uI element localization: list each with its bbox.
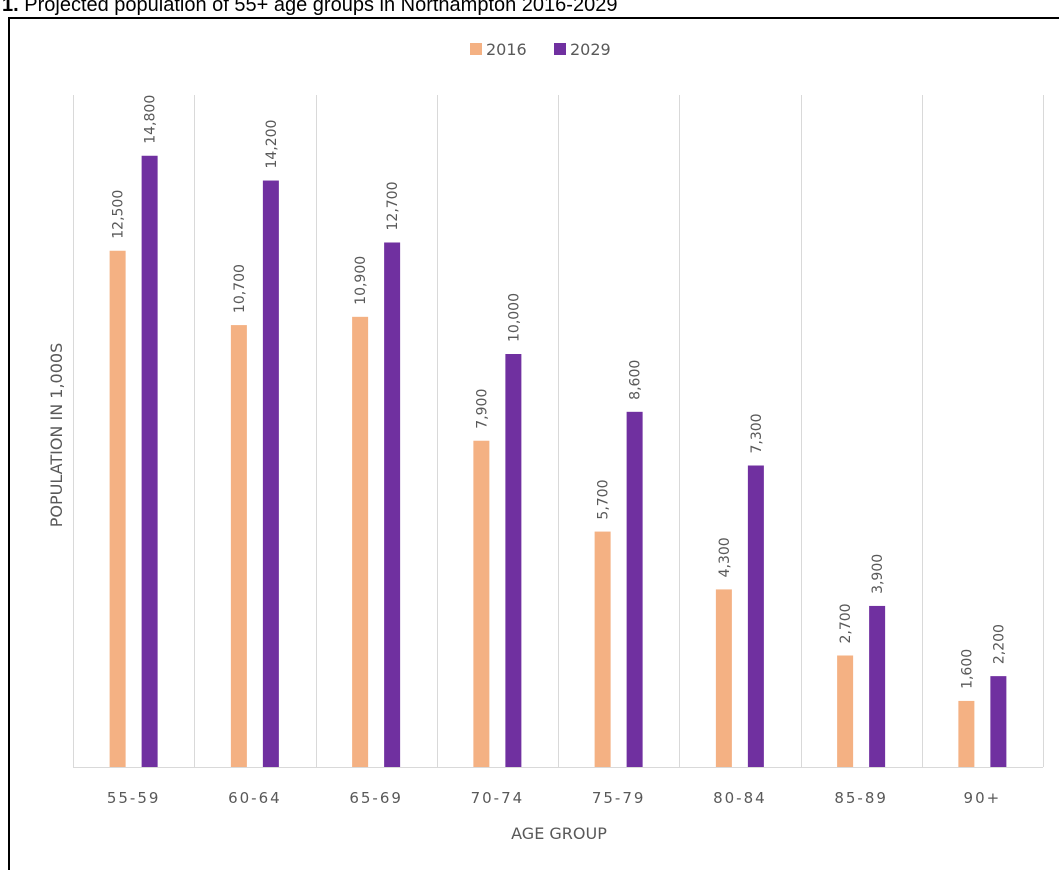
x-tick-label: 90+ xyxy=(964,789,1002,807)
bar-2016-90+ xyxy=(958,700,975,767)
bar-2029-65-69 xyxy=(384,242,401,768)
legend-label: 2029 xyxy=(570,40,611,59)
x-axis-title: AGE GROUP xyxy=(511,824,607,843)
data-label: 3,900 xyxy=(870,554,886,594)
legend-swatch-2029 xyxy=(554,43,566,55)
data-label: 10,700 xyxy=(232,264,248,313)
bars xyxy=(109,155,1007,768)
figure-number: 1. xyxy=(2,0,19,16)
data-label: 2,700 xyxy=(838,603,854,643)
data-label: 7,300 xyxy=(749,413,765,453)
data-label: 14,800 xyxy=(143,95,159,144)
bar-2029-70-74 xyxy=(505,354,522,767)
x-axis-ticks: 55-59 60-64 65-69 70-74 75-79 80-84 85-89 90+ xyxy=(107,789,1002,807)
bar-2029-80-84 xyxy=(747,465,764,767)
legend: 2016 2029 xyxy=(470,40,611,59)
data-label: 5,700 xyxy=(596,479,612,519)
bar-2029-90+ xyxy=(990,676,1007,767)
data-label: 14,200 xyxy=(264,120,280,169)
chart-title: 1. Projected population of 55+ age group… xyxy=(2,0,617,17)
data-label: 1,600 xyxy=(959,649,975,689)
bar-2016-70-74 xyxy=(473,440,490,767)
y-axis-title: POPULATION IN 1,000S xyxy=(47,343,66,527)
x-tick-label: 80-84 xyxy=(713,789,767,807)
bar-2016-65-69 xyxy=(352,316,369,767)
data-labels: 12,500 14,800 10,700 14,200 10,900 12,700 7,90… xyxy=(111,95,1008,689)
data-label: 8,600 xyxy=(628,360,644,400)
bar-2016-80-84 xyxy=(715,589,732,767)
bar-2029-75-79 xyxy=(626,411,643,767)
bar-2016-85-89 xyxy=(837,655,854,767)
x-tick-label: 75-79 xyxy=(592,789,646,807)
data-label: 2,200 xyxy=(991,624,1007,664)
data-label: 10,000 xyxy=(506,293,522,342)
data-label: 7,900 xyxy=(474,389,490,429)
bar-2029-85-89 xyxy=(869,605,886,767)
legend-swatch-2016 xyxy=(470,43,482,55)
x-tick-label: 55-59 xyxy=(107,789,161,807)
x-tick-label: 85-89 xyxy=(834,789,888,807)
data-label: 12,700 xyxy=(385,181,401,230)
bar-2029-60-64 xyxy=(262,180,279,768)
bar-2029-55-59 xyxy=(141,155,158,767)
bar-2016-60-64 xyxy=(230,325,247,767)
grid-lines xyxy=(73,95,1044,768)
x-tick-label: 70-74 xyxy=(471,789,525,807)
data-label: 10,900 xyxy=(353,256,369,305)
x-tick-label: 65-69 xyxy=(349,789,403,807)
bar-2016-75-79 xyxy=(594,531,611,767)
chart-frame xyxy=(8,17,1059,870)
bar-2016-55-59 xyxy=(109,250,126,767)
legend-label: 2016 xyxy=(486,40,527,59)
x-tick-label: 60-64 xyxy=(228,789,282,807)
data-label: 12,500 xyxy=(111,190,127,239)
chart-title-text: Projected population of 55+ age groups i… xyxy=(24,0,618,16)
data-label: 4,300 xyxy=(717,537,733,577)
